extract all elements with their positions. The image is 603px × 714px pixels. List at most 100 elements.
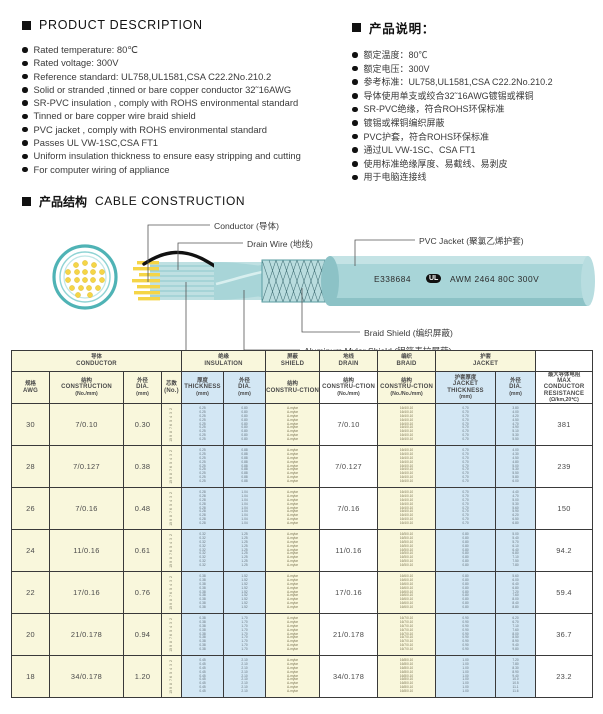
cable-spec-table-wrap: 导体 CONDUCTOR 绝缘 INSULATION 屏蔽 SHIELD 地线 … bbox=[10, 350, 594, 699]
callout-drain-wire: Drain Wire (地线) bbox=[247, 238, 313, 249]
cell-jacket-thickness: 1.00 1.00 1.00 1.00 1.00 1.00 1.00 1.00 1.00 bbox=[435, 655, 497, 699]
bullet-dot-icon bbox=[22, 87, 28, 93]
cell-max-resistance: 381 bbox=[535, 403, 594, 447]
list-item: PVC jacket , comply with ROHS environmen… bbox=[22, 124, 330, 136]
cell-shield-construction: A-mylar A-mylar A-mylar A-mylar A-mylar A-myl… bbox=[265, 403, 321, 447]
cell-core-count: 2 3 4 5 6 7 8 9 10 bbox=[160, 655, 183, 699]
bullet-dot-icon bbox=[352, 52, 358, 58]
cell-braid-construction: 16/8/0.10 16/8/0.10 16/8/0.10 16/8/0.10 16/8… bbox=[377, 655, 437, 699]
cell-shield-construction: A-mylar A-mylar A-mylar A-mylar A-mylar A-myl… bbox=[265, 529, 321, 573]
cell-jacket-dia: 4.40 4.70 5.00 5.30 5.60 5.90 6.20 6.50 6.80 bbox=[495, 487, 537, 531]
bullet-dot-icon bbox=[22, 166, 28, 173]
list-item: 参考标准：UL758,UL1581,CSA C22.2No.210.2 bbox=[352, 76, 603, 88]
list-item: PVC护套，符合ROHS环保标准 bbox=[352, 131, 603, 143]
callout-pvc-jacket: PVC Jacket (聚氯乙烯护套) bbox=[419, 235, 524, 246]
product-description-list: Rated temperature: 80℃ Rated voltage: 30… bbox=[22, 44, 330, 176]
product-description-heading-cn: 产品说明： bbox=[352, 18, 603, 37]
cable-spec-table: 导体 CONDUCTOR 绝缘 INSULATION 屏蔽 SHIELD 地线 … bbox=[10, 350, 594, 699]
cell-shield-construction: A-mylar A-mylar A-mylar A-mylar A-mylar A-myl… bbox=[265, 613, 321, 657]
table-row: 28 7/0.127 0.38 2 3 4 5 6 7 8 9 10 0.25 0.25 0.25 0.25 0… bbox=[11, 445, 594, 489]
square-bullet-icon bbox=[352, 23, 361, 32]
cable-construction-title-en: CABLE CONSTRUCTION bbox=[95, 194, 246, 209]
cell-braid-construction: 16/5/0.10 16/5/0.10 16/5/0.10 16/5/0.10 16/5… bbox=[377, 529, 437, 573]
cell-insulation-thickness: 0.25 0.25 0.25 0.25 0.25 0.25 0.25 0.25 0.25 bbox=[181, 403, 225, 447]
cell-braid-construction: 16/6/0.10 16/6/0.10 16/6/0.10 16/6/0.10 16/6… bbox=[377, 571, 437, 615]
bullet-dot-icon bbox=[22, 126, 28, 133]
bullet-dot-icon bbox=[22, 153, 28, 160]
ul-mark-icon: UL bbox=[426, 272, 442, 283]
callout-braid-shield: Braid Shield (编织屏蔽) bbox=[364, 327, 453, 338]
product-description-heading: PRODUCT DESCRIPTION bbox=[22, 18, 330, 32]
cell-jacket-dia: 7.20 7.80 8.30 8.90 9.40 10.0 10.5 11.1 11.6 bbox=[495, 655, 537, 699]
bullet-text: Tinned or bare copper wire braid shield bbox=[33, 110, 196, 122]
bullet-dot-icon bbox=[352, 147, 358, 153]
bullet-text: PVC护套，符合ROHS环保标准 bbox=[363, 131, 490, 142]
callout-conductor: Conductor (导体) bbox=[214, 220, 279, 231]
col-drain-construction: 结构 CONSTRU-CTION (No./mm) bbox=[319, 370, 379, 405]
bullet-dot-icon bbox=[352, 120, 358, 126]
cable-cross-section-icon bbox=[52, 244, 118, 310]
list-item: 用于电脑连接线 bbox=[352, 171, 603, 183]
bullet-text: PVC jacket , comply with ROHS environmen… bbox=[33, 123, 267, 135]
cell-conductor-dia: 0.61 bbox=[123, 529, 162, 573]
list-item: Solid or stranded ,tinned or bare copper… bbox=[22, 84, 330, 96]
cell-drain-construction: 11/0.16 bbox=[319, 529, 379, 573]
list-item: Passes UL VW-1SC,CSA FT1 bbox=[22, 137, 330, 149]
cell-awg: 22 bbox=[11, 571, 50, 615]
cell-jacket-dia: 3.80 4.00 4.20 4.50 4.70 4.90 5.10 5.30 5.50 bbox=[495, 403, 537, 447]
list-item: Uniform insulation thickness to ensure e… bbox=[22, 150, 330, 162]
cell-insulation-dia: 1.04 1.04 1.04 1.04 1.04 1.04 1.04 1.04 1.04 bbox=[223, 487, 267, 531]
cable-construction-diagram: E338684 UL AWM 2464 80C 300V Conductor (… bbox=[0, 210, 603, 373]
product-description-en: PRODUCT DESCRIPTION Rated temperature: 8… bbox=[0, 18, 330, 185]
group-spacer bbox=[535, 350, 594, 372]
square-bullet-icon bbox=[22, 20, 31, 30]
col-jacket-thickness: 护套厚度 JACKET THICKNESS (mm) bbox=[435, 370, 497, 405]
square-bullet-icon bbox=[22, 196, 31, 206]
cell-conductor-construction: 34/0.178 bbox=[49, 655, 124, 699]
bullet-dot-icon bbox=[22, 47, 28, 53]
cell-max-resistance: 239 bbox=[535, 445, 594, 489]
bullet-text: 导体使用单支或绞合32˜16AWG镀锡或裸铜 bbox=[363, 90, 534, 101]
bullet-dot-icon bbox=[22, 100, 28, 106]
cell-drain-construction: 21/0.178 bbox=[319, 613, 379, 657]
cell-max-resistance: 94.2 bbox=[535, 529, 594, 573]
cell-jacket-dia: 5.60 6.00 6.40 6.80 7.20 7.60 8.00 8.40 8.80 bbox=[495, 571, 537, 615]
group-shield: 屏蔽 SHIELD bbox=[265, 350, 321, 372]
table-row: 18 34/0.178 1.20 2 3 4 5 6 7 8 9 10 0.45 0.45 0.45 0.45… bbox=[11, 655, 594, 699]
bullet-dot-icon bbox=[22, 140, 28, 146]
table-row: 26 7/0.16 0.48 2 3 4 5 6 7 8 9 10 0.28 0.28 0.28 0.28 0.… bbox=[11, 487, 594, 531]
aluminum-mylar-layer bbox=[214, 261, 263, 300]
bullet-dot-icon bbox=[352, 79, 358, 85]
group-jacket: 护套 JACKET bbox=[435, 350, 537, 372]
col-awg: 规格 AWG bbox=[11, 370, 50, 405]
bullet-dot-icon bbox=[352, 133, 358, 140]
cell-insulation-dia: 1.52 1.52 1.52 1.52 1.52 1.52 1.52 1.52 1.52 bbox=[223, 571, 267, 615]
cell-insulation-thickness: 0.28 0.28 0.28 0.28 0.28 0.28 0.28 0.28 0.28 bbox=[181, 487, 225, 531]
cell-conductor-construction: 17/0.16 bbox=[49, 571, 124, 615]
cell-max-resistance: 150 bbox=[535, 487, 594, 531]
cell-insulation-dia: 1.25 1.25 1.25 1.25 1.25 1.25 1.25 1.25 1.25 bbox=[223, 529, 267, 573]
list-item: 额定温度：80℃ bbox=[352, 49, 603, 61]
cell-max-resistance: 36.7 bbox=[535, 613, 594, 657]
bullet-dot-icon bbox=[352, 106, 358, 113]
list-item: SR-PVC绝缘，符合ROHS环保标准 bbox=[352, 103, 603, 115]
cell-core-count: 2 3 4 5 6 7 8 9 10 bbox=[160, 571, 183, 615]
cell-conductor-dia: 0.48 bbox=[123, 487, 162, 531]
cell-core-count: 2 3 4 5 6 7 8 9 10 bbox=[160, 613, 183, 657]
list-item: SR-PVC insulation , comply with ROHS env… bbox=[22, 97, 330, 109]
bullet-text: Reference standard: UL758,UL1581,CSA C22… bbox=[33, 70, 272, 82]
bullet-dot-icon bbox=[352, 65, 358, 72]
bullet-dot-icon bbox=[352, 161, 358, 167]
cell-jacket-dia: 5.00 5.40 5.70 6.10 6.40 6.80 7.10 7.50 7.80 bbox=[495, 529, 537, 573]
cell-insulation-thickness: 0.32 0.32 0.32 0.32 0.32 0.32 0.32 0.32 0.32 bbox=[181, 529, 225, 573]
table-body: 30 7/0.10 0.30 2 3 4 5 6 7 8 9 10 0.25 0.25 0.25 0.25 0.… bbox=[11, 403, 594, 699]
cell-jacket-thickness: 0.80 0.80 0.80 0.80 0.80 0.80 0.80 0.80 0.80 bbox=[435, 529, 497, 573]
group-conductor: 导体 CONDUCTOR bbox=[10, 350, 183, 372]
cell-drain-construction: 7/0.10 bbox=[319, 403, 379, 447]
table-row: 20 21/0.178 0.94 2 3 4 5 6 7 8 9 10 0.38 0.38 0.38 0.38… bbox=[11, 613, 594, 657]
cell-conductor-construction: 11/0.16 bbox=[49, 529, 124, 573]
bullet-text: 使用标准绝缘厚度、易截线、易剥皮 bbox=[363, 158, 508, 169]
cell-shield-construction: A-mylar A-mylar A-mylar A-mylar A-mylar A-myl… bbox=[265, 571, 321, 615]
cell-braid-construction: 16/4/0.10 16/4/0.10 16/4/0.10 16/4/0.10 16/4… bbox=[377, 487, 437, 531]
col-max-resistance: 最大导体电阻 MAX CONDUCTOR RESISTANCE (Ω/km,20… bbox=[535, 370, 594, 405]
